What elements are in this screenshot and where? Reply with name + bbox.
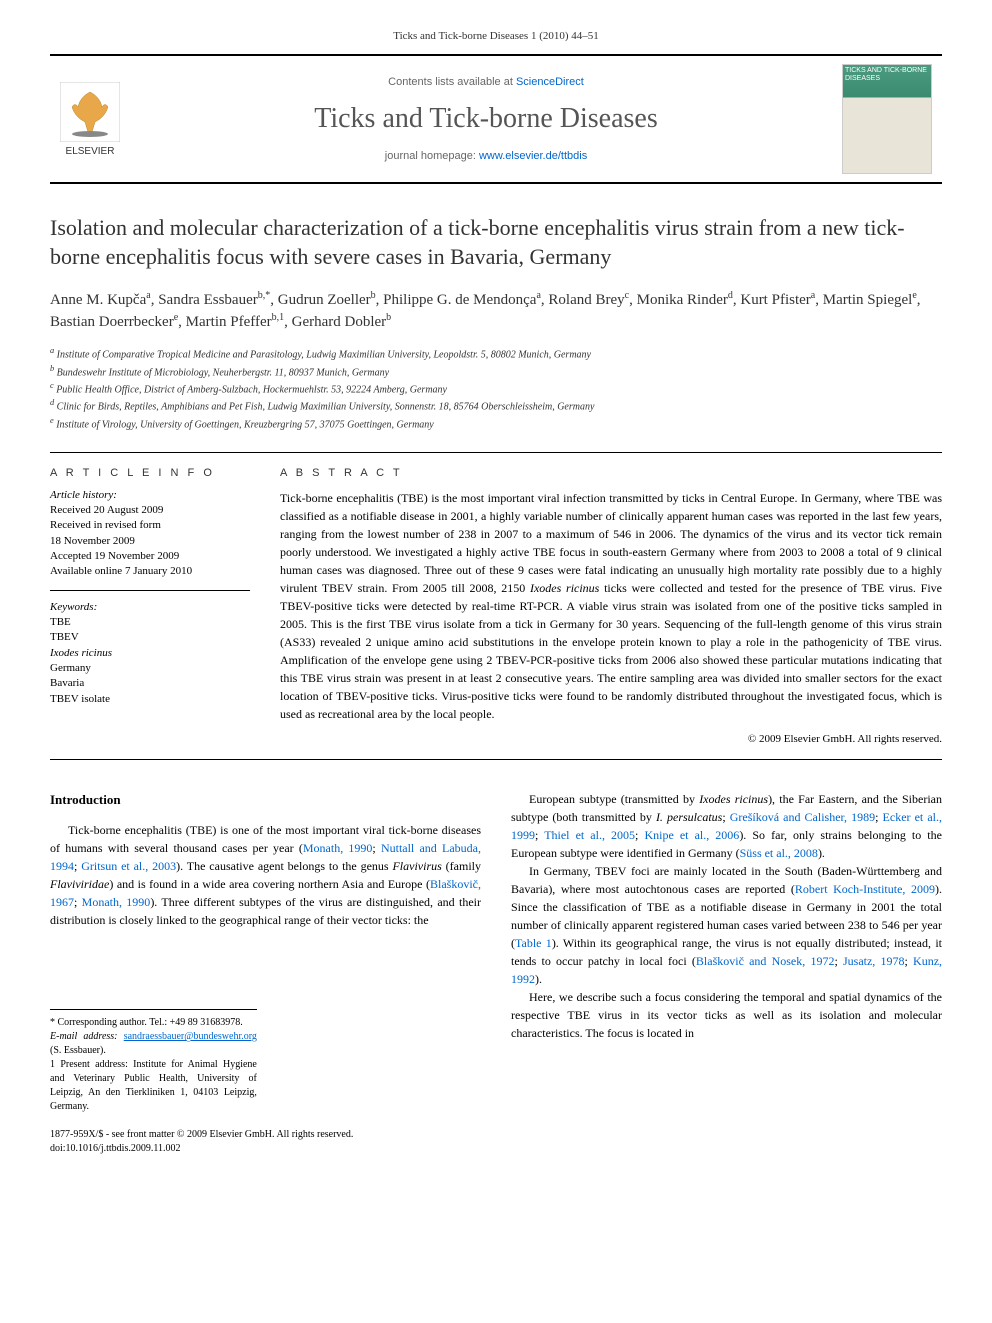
info-abstract-row: A R T I C L E I N F O Article history: R… <box>50 452 942 760</box>
homepage-prefix: journal homepage: <box>385 150 479 162</box>
elsevier-tree-logo <box>60 82 120 142</box>
corresponding-email-link[interactable]: sandraessbauer@bundeswehr.org <box>124 1031 257 1042</box>
article-info-heading: A R T I C L E I N F O <box>50 467 250 479</box>
intro-paragraph-1-cont: European subtype (transmitted by Ixodes … <box>511 790 942 862</box>
journal-banner: ELSEVIER Contents lists available at Sci… <box>50 54 942 184</box>
affiliations-list: a Institute of Comparative Tropical Medi… <box>50 345 942 432</box>
author-list: Anne M. Kupčaa, Sandra Essbauerb,*, Gudr… <box>50 289 942 333</box>
journal-title: Ticks and Tick-borne Diseases <box>140 103 832 135</box>
journal-cover-thumbnail: TICKS AND TICK-BORNE DISEASES <box>842 64 932 174</box>
history-lines: Received 20 August 2009Received in revis… <box>50 503 250 580</box>
affiliation-line: a Institute of Comparative Tropical Medi… <box>50 345 942 362</box>
article-title: Isolation and molecular characterization… <box>50 214 942 271</box>
abstract-text: Tick-borne encephalitis (TBE) is the mos… <box>280 489 942 723</box>
history-label: Article history: <box>50 489 250 501</box>
intro-paragraph-1: Tick-borne encephalitis (TBE) is one of … <box>50 821 481 929</box>
banner-right: TICKS AND TICK-BORNE DISEASES <box>842 64 942 174</box>
sciencedirect-link[interactable]: ScienceDirect <box>516 76 584 88</box>
abstract-heading: A B S T R A C T <box>280 467 942 479</box>
keyword-item: Bavaria <box>50 676 250 691</box>
keyword-item: TBE <box>50 615 250 630</box>
abstract-column: A B S T R A C T Tick-borne encephalitis … <box>280 467 942 745</box>
cover-title-text: TICKS AND TICK-BORNE DISEASES <box>845 67 929 82</box>
intro-paragraph-2: In Germany, TBEV foci are mainly located… <box>511 862 942 988</box>
history-line: Accepted 19 November 2009 <box>50 549 250 564</box>
homepage-line: journal homepage: www.elsevier.de/ttbdis <box>140 150 832 162</box>
article-history-block: Article history: Received 20 August 2009… <box>50 489 250 591</box>
history-line: Received in revised form <box>50 518 250 533</box>
keywords-list: TBETBEVIxodes ricinusGermanyBavariaTBEV … <box>50 615 250 707</box>
keyword-item: TBEV isolate <box>50 692 250 707</box>
keyword-item: Germany <box>50 661 250 676</box>
history-line: Received 20 August 2009 <box>50 503 250 518</box>
section-heading-introduction: Introduction <box>50 790 481 810</box>
email-label: E-mail address: <box>50 1031 124 1042</box>
email-line: E-mail address: sandraessbauer@bundesweh… <box>50 1030 257 1058</box>
footer-doi-line: doi:10.1016/j.ttbdis.2009.11.002 <box>50 1142 481 1156</box>
keyword-item: Ixodes ricinus <box>50 646 250 661</box>
present-address-note: 1 Present address: Institute for Animal … <box>50 1058 257 1114</box>
banner-center: Contents lists available at ScienceDirec… <box>130 66 842 172</box>
history-line: Available online 7 January 2010 <box>50 564 250 579</box>
keywords-block: Keywords: TBETBEVIxodes ricinusGermanyBa… <box>50 601 250 707</box>
homepage-link[interactable]: www.elsevier.de/ttbdis <box>479 150 587 162</box>
email-suffix: (S. Essbauer). <box>50 1045 106 1056</box>
affiliation-line: b Bundeswehr Institute of Microbiology, … <box>50 363 942 380</box>
body-column-left: Introduction Tick-borne encephalitis (TB… <box>50 790 481 1157</box>
contents-available-line: Contents lists available at ScienceDirec… <box>140 76 832 88</box>
running-head: Ticks and Tick-borne Diseases 1 (2010) 4… <box>50 30 942 42</box>
keywords-label: Keywords: <box>50 601 250 613</box>
body-columns: Introduction Tick-borne encephalitis (TB… <box>50 790 942 1157</box>
affiliation-line: c Public Health Office, District of Ambe… <box>50 380 942 397</box>
abstract-copyright: © 2009 Elsevier GmbH. All rights reserve… <box>280 733 942 745</box>
corresponding-author-note: * Corresponding author. Tel.: +49 89 316… <box>50 1016 257 1030</box>
body-column-right: European subtype (transmitted by Ixodes … <box>511 790 942 1157</box>
affiliation-line: e Institute of Virology, University of G… <box>50 415 942 432</box>
footnotes-block: * Corresponding author. Tel.: +49 89 316… <box>50 1009 257 1114</box>
history-line: 18 November 2009 <box>50 534 250 549</box>
intro-paragraph-3: Here, we describe such a focus consideri… <box>511 988 942 1042</box>
keyword-item: TBEV <box>50 630 250 645</box>
publisher-logo-block: ELSEVIER <box>50 82 130 157</box>
article-info-column: A R T I C L E I N F O Article history: R… <box>50 467 250 745</box>
elsevier-label: ELSEVIER <box>66 146 115 157</box>
affiliation-line: d Clinic for Birds, Reptiles, Amphibians… <box>50 397 942 414</box>
contents-prefix: Contents lists available at <box>388 76 516 88</box>
footer-issn-line: 1877-959X/$ - see front matter © 2009 El… <box>50 1128 481 1142</box>
